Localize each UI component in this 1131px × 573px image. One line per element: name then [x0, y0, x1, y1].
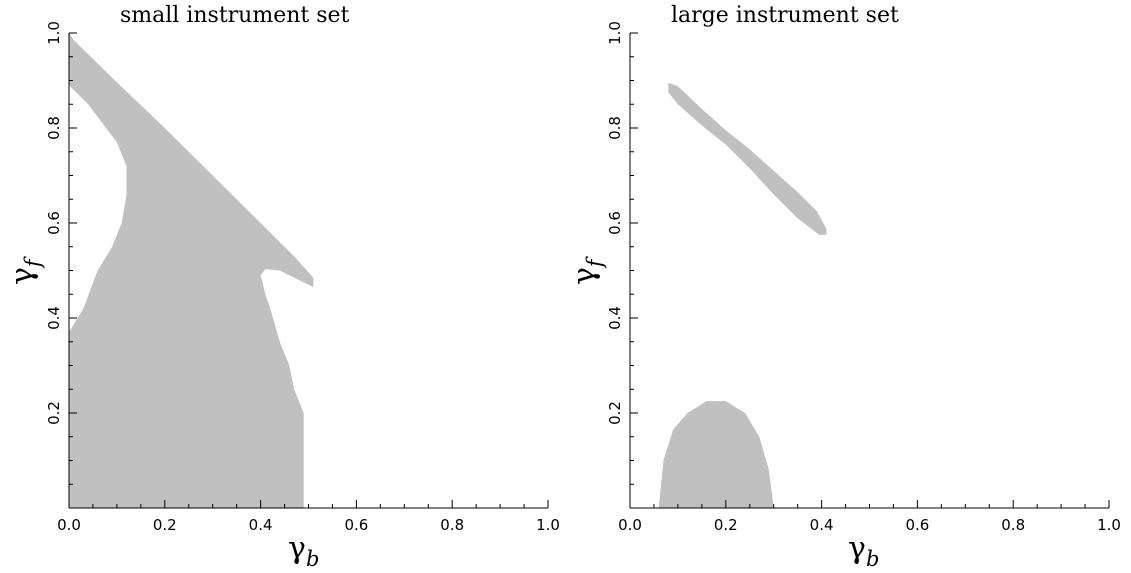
y-tick-label: 1.0 [606, 21, 624, 45]
x-tick-label: 0.8 [440, 516, 464, 534]
x-tick-label: 1.0 [1097, 516, 1121, 534]
x-tick-label: 0.6 [905, 516, 929, 534]
fill-regions [69, 33, 314, 508]
x-tick-label: 0.4 [810, 516, 834, 534]
x-tick-label: 0.2 [714, 516, 738, 534]
x-tick-label: 0.0 [57, 516, 81, 534]
y-tick-label: 0.8 [606, 116, 624, 140]
panel-title: small instrument set [120, 3, 350, 28]
tick-marks [68, 32, 549, 509]
fill-region-1 [658, 401, 774, 508]
x-axis-label: γb [848, 531, 879, 571]
x-tick-labels: 0.0 0.2 0.4 0.6 0.8 1.0 [57, 516, 560, 534]
y-tick-label: 0.8 [45, 116, 63, 140]
x-tick-label: 0.8 [1001, 516, 1025, 534]
x-tick-label: 0.6 [344, 516, 368, 534]
fill-regions [658, 82, 827, 508]
x-tick-label: 0.0 [618, 516, 642, 534]
y-tick-label: 0.2 [606, 401, 624, 425]
y-tick-label: 0.4 [606, 306, 624, 330]
x-tick-label: 0.4 [249, 516, 273, 534]
y-tick-label: 0.4 [45, 306, 63, 330]
y-tick-label: 1.0 [45, 21, 63, 45]
y-tick-labels: 0.2 0.4 0.6 0.8 1.0 [606, 21, 624, 425]
fill-region-0 [668, 82, 827, 235]
y-axis-label: γf [567, 256, 607, 285]
x-tick-label: 1.0 [536, 516, 560, 534]
panel-title: large instrument set [671, 3, 899, 28]
y-tick-label: 0.2 [45, 401, 63, 425]
y-tick-label: 0.6 [606, 211, 624, 235]
fill-region-0 [69, 33, 314, 508]
panel-small-instrument-set: 0.0 0.2 0.4 0.6 0.8 1.0 0.2 0.4 0.6 0.8 1.0 small… [5, 3, 560, 571]
y-axis-label: γf [5, 256, 45, 285]
x-axis-label: γb [288, 531, 319, 571]
y-tick-labels: 0.2 0.4 0.6 0.8 1.0 [45, 21, 63, 425]
y-tick-label: 0.6 [45, 211, 63, 235]
tick-marks [629, 32, 1110, 509]
x-tick-label: 0.2 [153, 516, 177, 534]
panel-large-instrument-set: 0.0 0.2 0.4 0.6 0.8 1.0 0.2 0.4 0.6 0.8 1.0 large… [567, 3, 1121, 571]
x-tick-labels: 0.0 0.2 0.4 0.6 0.8 1.0 [618, 516, 1121, 534]
